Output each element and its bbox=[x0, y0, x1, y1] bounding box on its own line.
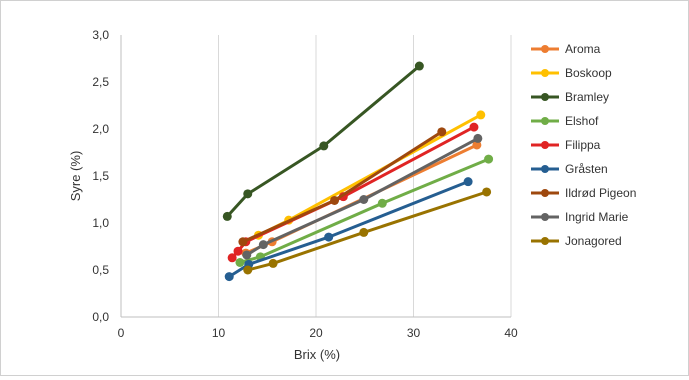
data-point bbox=[258, 240, 268, 250]
series-bramley bbox=[222, 61, 424, 221]
legend-label: Boskoop bbox=[565, 66, 612, 80]
data-point bbox=[463, 177, 473, 187]
data-point bbox=[484, 154, 494, 164]
legend-swatch-marker bbox=[541, 237, 549, 245]
data-point bbox=[476, 110, 486, 120]
data-point bbox=[414, 61, 424, 71]
y-tick-label: 0,0 bbox=[92, 310, 109, 324]
data-point bbox=[330, 195, 340, 205]
y-axis-label: Syre (%) bbox=[68, 151, 83, 202]
legend-label: Elshof bbox=[565, 114, 599, 128]
axes: 0 10 20 30 40 0,0 0,5 1,0 1,5 2,0 2,5 3,0 bbox=[92, 28, 518, 340]
x-tick-label: 30 bbox=[407, 326, 421, 340]
legend-label: Ildrød Pigeon bbox=[565, 186, 636, 200]
data-point bbox=[227, 253, 237, 263]
data-point bbox=[222, 211, 232, 221]
legend-label: Bramley bbox=[565, 90, 609, 104]
data-point bbox=[224, 272, 234, 282]
legend-swatch-marker bbox=[541, 165, 549, 173]
legend: Aroma Boskoop Bramley Elshof Filippa Gråsten I… bbox=[531, 42, 636, 248]
data-point bbox=[473, 133, 483, 143]
legend-item: Aroma bbox=[531, 42, 601, 56]
series-line bbox=[225, 64, 421, 218]
legend-item: Gråsten bbox=[531, 162, 608, 176]
legend-item: Ingrid Marie bbox=[531, 210, 629, 224]
legend-swatch-marker bbox=[541, 69, 549, 77]
series-area bbox=[222, 61, 494, 282]
gridlines bbox=[218, 35, 512, 317]
data-point bbox=[233, 246, 243, 256]
series-line bbox=[227, 180, 470, 279]
legend-label: Aroma bbox=[565, 42, 601, 56]
series-gr-sten bbox=[224, 177, 473, 282]
data-point bbox=[472, 140, 482, 150]
series-line bbox=[238, 157, 491, 264]
x-tick-label: 10 bbox=[212, 326, 226, 340]
legend-item: Ildrød Pigeon bbox=[531, 186, 636, 200]
y-tick-label: 3,0 bbox=[92, 28, 109, 42]
legend-label: Ingrid Marie bbox=[565, 210, 629, 224]
y-tick-label: 0,5 bbox=[92, 263, 109, 277]
data-point bbox=[437, 127, 447, 137]
data-point bbox=[268, 258, 278, 268]
legend-label: Filippa bbox=[565, 138, 601, 152]
data-point bbox=[235, 257, 245, 267]
legend-swatch-marker bbox=[541, 141, 549, 149]
data-point bbox=[377, 198, 387, 208]
data-point bbox=[242, 250, 252, 260]
legend-swatch-marker bbox=[541, 117, 549, 125]
data-point bbox=[243, 189, 253, 199]
y-tick-label: 2,5 bbox=[92, 75, 109, 89]
series-jonagored bbox=[243, 187, 492, 275]
legend-swatch-marker bbox=[541, 189, 549, 197]
y-tick-label: 1,0 bbox=[92, 216, 109, 230]
x-axis-label: Brix (%) bbox=[294, 347, 340, 362]
series-elshof bbox=[235, 154, 494, 267]
data-point bbox=[238, 237, 248, 247]
data-point bbox=[359, 227, 369, 237]
legend-item: Bramley bbox=[531, 90, 609, 104]
legend-swatch-marker bbox=[541, 213, 549, 221]
series-line bbox=[241, 130, 444, 244]
data-point bbox=[482, 187, 492, 197]
y-tick-label: 1,5 bbox=[92, 169, 109, 183]
legend-swatch-marker bbox=[541, 93, 549, 101]
legend-item: Jonagored bbox=[531, 234, 622, 248]
series-ingrid-marie bbox=[242, 133, 483, 260]
data-point bbox=[469, 122, 479, 132]
legend-label: Gråsten bbox=[565, 162, 608, 176]
series-line bbox=[246, 190, 489, 272]
data-point bbox=[243, 265, 253, 275]
y-tick-label: 2,0 bbox=[92, 122, 109, 136]
legend-item: Filippa bbox=[531, 138, 601, 152]
legend-swatch-marker bbox=[541, 45, 549, 53]
x-tick-label: 40 bbox=[504, 326, 518, 340]
data-point bbox=[319, 141, 329, 151]
data-point bbox=[324, 232, 334, 242]
x-tick-label: 0 bbox=[118, 326, 125, 340]
legend-item: Boskoop bbox=[531, 66, 612, 80]
x-tick-label: 20 bbox=[309, 326, 323, 340]
data-point bbox=[359, 195, 369, 204]
legend-label: Jonagored bbox=[565, 234, 622, 248]
series-ildr-d-pigeon bbox=[238, 127, 447, 247]
series-line bbox=[245, 136, 480, 257]
legend-item: Elshof bbox=[531, 114, 599, 128]
